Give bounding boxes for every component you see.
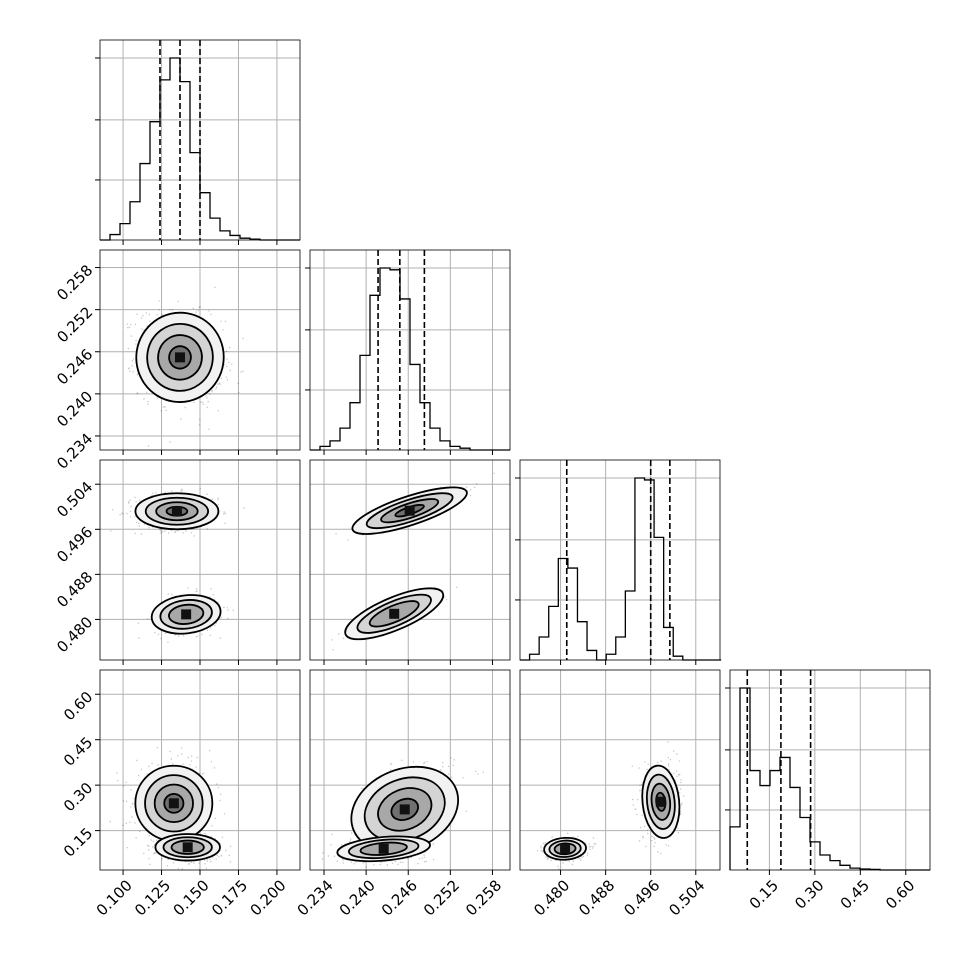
density-peak: [171, 506, 182, 517]
histogram-step: [520, 477, 722, 661]
density-peak: [175, 352, 185, 363]
panel-frame: [309, 459, 511, 661]
density-peak: [404, 505, 415, 516]
panel-frame: [729, 669, 931, 871]
histogram-step: [729, 687, 930, 871]
panel-frame: [519, 459, 721, 661]
histogram-panel: [95, 39, 301, 245]
density-peak: [181, 609, 192, 620]
density-peak: [168, 798, 179, 809]
scatter-panel: [309, 669, 511, 875]
density-peak: [182, 842, 193, 853]
density-peak: [560, 843, 571, 854]
density-peak: [378, 843, 389, 854]
panel-frame: [309, 669, 511, 871]
panel-frame: [519, 669, 721, 871]
scatter-panel: [519, 669, 721, 875]
histogram-panel: [305, 249, 511, 455]
scatter-panel: [95, 249, 301, 455]
density-peak: [655, 796, 666, 807]
scatter-panel: [95, 459, 301, 665]
histogram-panel: [515, 459, 722, 665]
scatter-panel: [309, 459, 511, 665]
density-peak: [399, 804, 410, 815]
panel-frame: [309, 249, 511, 451]
histogram-step: [100, 57, 300, 241]
density-peak: [389, 608, 400, 619]
histogram-panel: [725, 669, 931, 875]
scatter-panel: [95, 669, 301, 875]
